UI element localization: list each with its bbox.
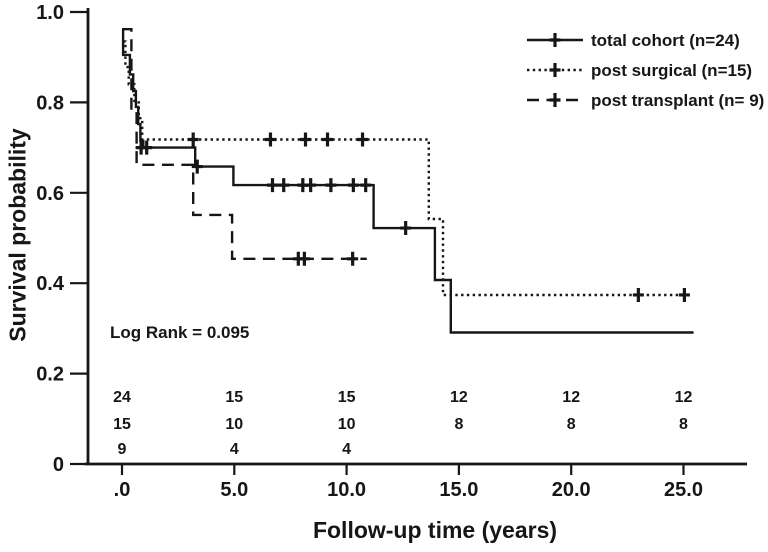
censor-mark-solid (191, 159, 203, 174)
y-axis-title: Survival probability (4, 128, 31, 342)
censor-mark-dotted (299, 132, 311, 147)
at-risk-count: 8 (567, 416, 576, 433)
x-tick-label: 10.0 (327, 479, 366, 501)
at-risk-count: 8 (679, 416, 688, 433)
x-tick-label: 25.0 (664, 479, 703, 501)
censor-mark-solid (400, 221, 412, 236)
censor-mark-dotted (357, 132, 369, 147)
at-risk-count: 12 (562, 389, 580, 406)
curve-dotted (123, 40, 686, 297)
x-tick-label: .0 (114, 479, 131, 501)
censor-mark-dashed (347, 251, 359, 266)
censor-mark-dotted (632, 287, 644, 302)
x-tick-label: 20.0 (552, 479, 591, 501)
censor-mark-dotted (678, 287, 690, 302)
at-risk-count: 24 (113, 389, 131, 406)
at-risk-count: 15 (338, 389, 356, 406)
y-tick-label: 0.8 (36, 92, 64, 114)
at-risk-count: 4 (342, 441, 351, 458)
censor-mark-solid (266, 178, 278, 193)
y-tick-label: 0 (53, 454, 64, 476)
censor-mark-dashed (298, 251, 310, 266)
at-risk-count: 10 (225, 416, 243, 433)
censor-mark-solid (305, 178, 317, 193)
censor-mark-dotted (264, 132, 276, 147)
x-tick-label: 15.0 (439, 479, 478, 501)
legend-censor-glyph (549, 93, 561, 107)
legend-censor-glyph (549, 63, 561, 77)
at-risk-count: 15 (113, 416, 131, 433)
at-risk-count: 12 (450, 389, 468, 406)
censor-mark-solid (347, 178, 359, 193)
at-risk-count: 8 (454, 416, 463, 433)
censor-mark-dotted (187, 132, 199, 147)
y-tick-label: 0.6 (36, 183, 64, 205)
censor-mark-dotted (322, 132, 334, 147)
x-axis-title: Follow-up time (years) (312, 517, 558, 543)
at-risk-count: 12 (675, 389, 693, 406)
at-risk-count: 15 (225, 389, 243, 406)
y-tick-label: 0.2 (36, 364, 64, 386)
censor-mark-solid (141, 140, 153, 155)
log-rank-annotation: Log Rank = 0.095 (110, 323, 250, 342)
censor-mark-solid (278, 178, 290, 193)
x-tick-label: 5.0 (220, 479, 248, 501)
y-tick-label: 0.4 (36, 273, 65, 295)
censor-mark-solid (325, 178, 337, 193)
at-risk-count: 10 (338, 416, 356, 433)
curve-dashed (122, 28, 367, 260)
censor-mark-solid (360, 178, 372, 193)
at-risk-count: 9 (118, 441, 127, 458)
y-tick-label: 1.0 (36, 2, 64, 24)
legend-label: total cohort (n=24) (591, 31, 740, 50)
legend-censor-glyph (549, 33, 561, 47)
at-risk-count: 4 (230, 441, 239, 458)
legend-label: post transplant (n= 9) (591, 91, 764, 110)
legend-label: post surgical (n=15) (591, 61, 752, 80)
